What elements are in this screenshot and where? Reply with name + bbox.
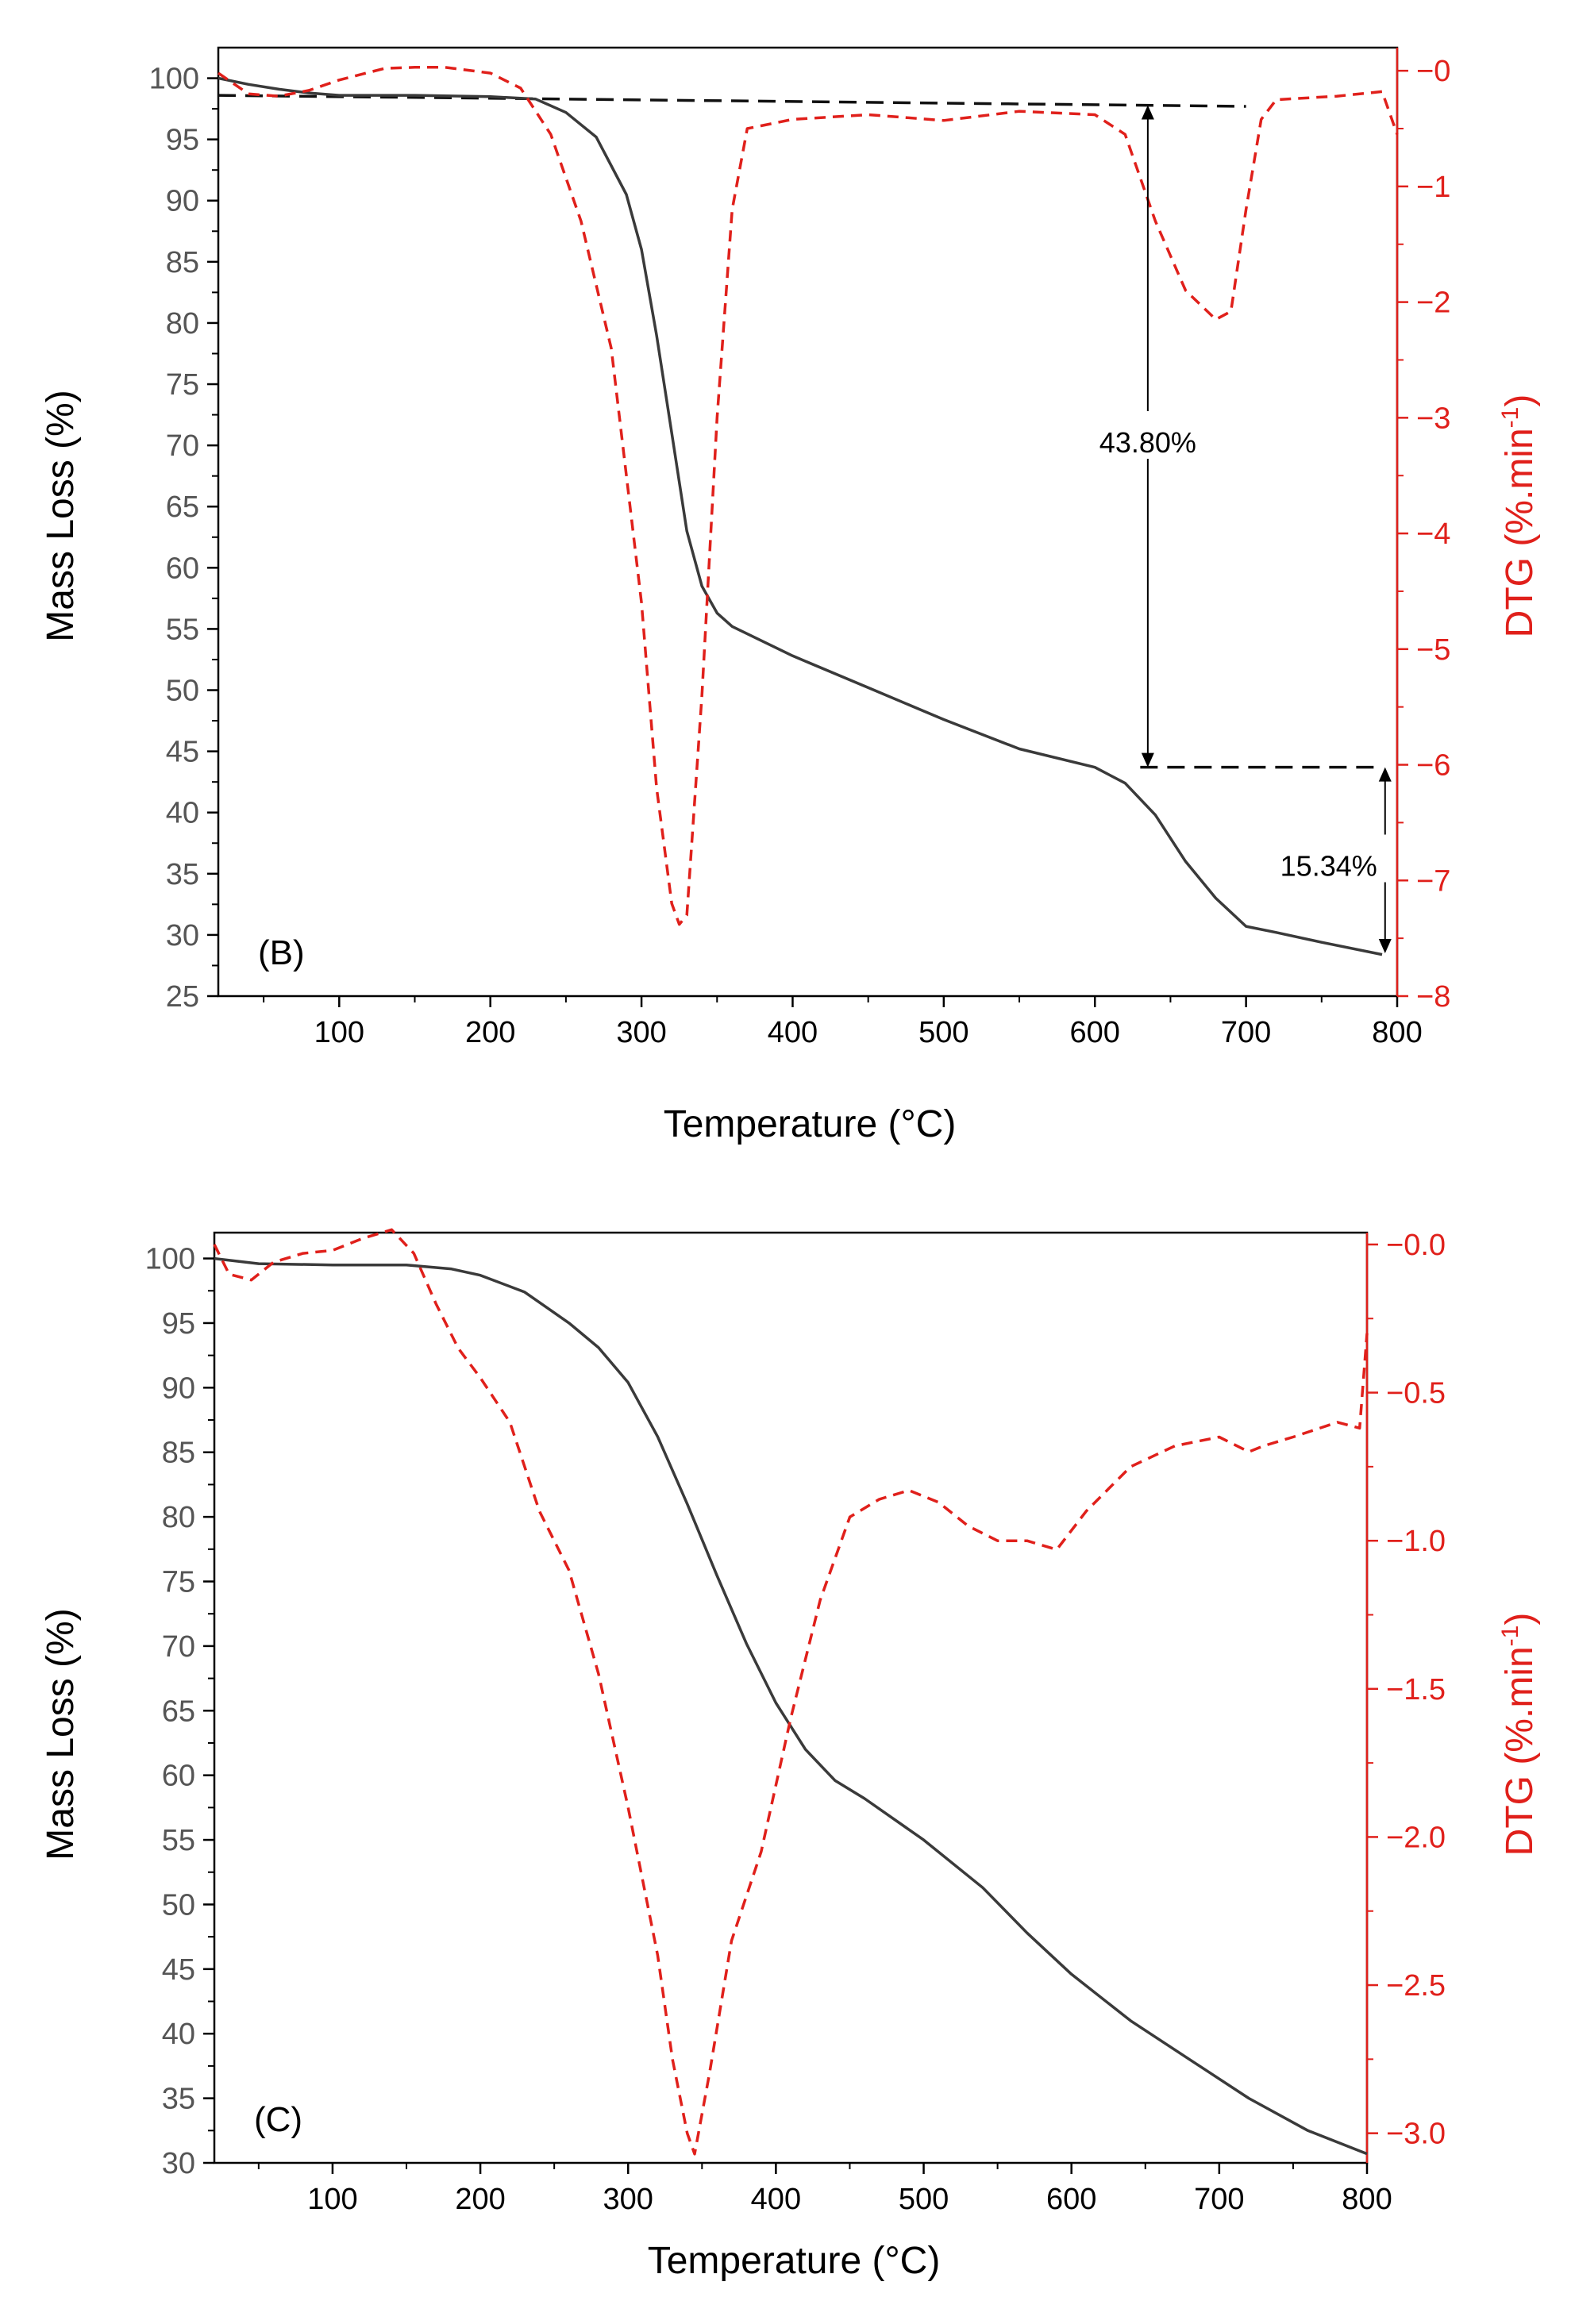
y2-tick-label: −3.0 <box>1386 2118 1446 2151</box>
y-tick-label: 80 <box>162 1501 195 1534</box>
x-tick-label: 600 <box>1070 1016 1120 1049</box>
y-tick-label: 70 <box>166 429 199 463</box>
mass-loss-series-line <box>214 1256 1368 2156</box>
panel-label: (C) <box>254 2100 302 2139</box>
y-tick-label: 45 <box>162 1953 195 1987</box>
x-tick-label: 500 <box>899 2183 949 2216</box>
y-tick-label: 60 <box>162 1760 195 1793</box>
y-tick-label: 55 <box>162 1824 195 1857</box>
x-tick-label: 400 <box>768 1016 818 1049</box>
y-tick-label: 75 <box>166 368 199 402</box>
y2-tick-label: −0.0 <box>1386 1229 1446 1262</box>
plot-frame <box>213 1231 1369 2164</box>
y2-axis-title-close: ) <box>1499 1613 1541 1626</box>
y2-axis-title-close: ) <box>1499 394 1541 407</box>
y2-tick-label: −4 <box>1416 518 1450 551</box>
y-tick-label: 65 <box>166 491 199 524</box>
y-tick-label: 100 <box>149 63 199 96</box>
y-axis-title: Mass Loss (%) <box>40 390 82 641</box>
y2-tick-label: −2 <box>1416 287 1450 320</box>
x-tick-label: 700 <box>1194 2183 1244 2216</box>
y-tick-label: 95 <box>162 1307 195 1341</box>
x-tick-label: 300 <box>616 1016 666 1049</box>
annotation-arrowhead <box>1378 767 1392 782</box>
x-tick-label: 200 <box>455 2183 505 2216</box>
x-axis-title: Temperature (°C) <box>648 2240 941 2282</box>
panel-label: (B) <box>258 933 305 972</box>
y-tick-label: 85 <box>166 246 199 279</box>
y-tick-label: 70 <box>162 1630 195 1664</box>
x-tick-label: 800 <box>1342 2183 1392 2216</box>
y-tick-label: 100 <box>145 1243 195 1276</box>
y-axis-title: Mass Loss (%) <box>40 1608 82 1860</box>
y-tick-label: 30 <box>166 919 199 952</box>
y-tick-label: 35 <box>166 858 199 891</box>
x-tick-label: 300 <box>603 2183 653 2216</box>
y-tick-label: 65 <box>162 1695 195 1728</box>
y2-tick-label: −1.5 <box>1386 1673 1446 1706</box>
y-tick-label: 40 <box>162 2018 195 2051</box>
y2-axis-title: DTG (%.min-1) <box>1497 1613 1541 1857</box>
y-tick-label: 50 <box>162 1888 195 1922</box>
y-tick-label: 55 <box>166 613 199 646</box>
y-tick-label: 30 <box>162 2147 195 2180</box>
y2-axis-title-main: DTG (%.min <box>1499 1646 1541 1856</box>
dtg-series-line <box>218 66 1399 926</box>
y2-axis-title-main: DTG (%.min <box>1499 428 1541 637</box>
y-tick-label: 90 <box>166 185 199 218</box>
y2-tick-label: −8 <box>1416 980 1450 1014</box>
y-tick-label: 60 <box>166 552 199 585</box>
y-tick-label: 95 <box>166 124 199 157</box>
y2-tick-label: −1.0 <box>1386 1525 1446 1558</box>
y2-axis-title-sup: -1 <box>1497 407 1523 429</box>
y2-tick-label: −0 <box>1416 55 1450 88</box>
y2-tick-label: −0.5 <box>1386 1377 1446 1410</box>
reference-line-upper-baseline <box>218 94 1246 108</box>
x-tick-label: 100 <box>314 1016 364 1049</box>
x-tick-label: 100 <box>307 2183 357 2216</box>
y2-tick-label: −6 <box>1416 749 1450 783</box>
chart-panel-c: Mass Loss (%) DTG (%.min-1) Temperature … <box>40 1228 1541 2282</box>
annotation-arrowhead <box>1141 105 1154 120</box>
x-tick-label: 500 <box>918 1016 968 1049</box>
mass-loss-series-line <box>218 76 1383 956</box>
y2-tick-label: −2.0 <box>1386 1821 1446 1854</box>
y2-axis-title-sup: -1 <box>1497 1626 1523 1647</box>
annotation-arrowhead <box>1378 939 1392 954</box>
chart-panel-b: Mass Loss (%) DTG (%.min-1) Temperature … <box>40 46 1541 1145</box>
x-axis-title: Temperature (°C) <box>664 1103 957 1145</box>
y-tick-label: 80 <box>166 307 199 341</box>
y-tick-label: 45 <box>166 736 199 769</box>
x-tick-label: 600 <box>1046 2183 1096 2216</box>
annotation-label: 43.80% <box>1099 426 1196 459</box>
y-tick-label: 90 <box>162 1372 195 1405</box>
y2-tick-label: −3 <box>1416 402 1450 435</box>
y-tick-label: 40 <box>166 797 199 830</box>
y2-tick-label: −7 <box>1416 864 1450 898</box>
y-tick-label: 75 <box>162 1566 195 1599</box>
y-tick-label: 85 <box>162 1437 195 1470</box>
x-tick-label: 800 <box>1372 1016 1422 1049</box>
y2-tick-label: −5 <box>1416 633 1450 667</box>
y-tick-label: 35 <box>162 2083 195 2116</box>
x-tick-label: 700 <box>1221 1016 1271 1049</box>
x-tick-label: 200 <box>465 1016 515 1049</box>
annotation-label: 15.34% <box>1280 850 1377 883</box>
y-tick-label: 50 <box>166 675 199 708</box>
x-tick-label: 400 <box>751 2183 801 2216</box>
y-tick-label: 25 <box>166 980 199 1014</box>
y2-tick-label: −2.5 <box>1386 1969 1446 2003</box>
dtg-series-line <box>213 1228 1369 2156</box>
plot-frame <box>217 46 1399 998</box>
y2-tick-label: −1 <box>1416 171 1450 204</box>
y2-axis-title: DTG (%.min-1) <box>1497 394 1541 638</box>
annotation-arrowhead <box>1141 752 1154 768</box>
